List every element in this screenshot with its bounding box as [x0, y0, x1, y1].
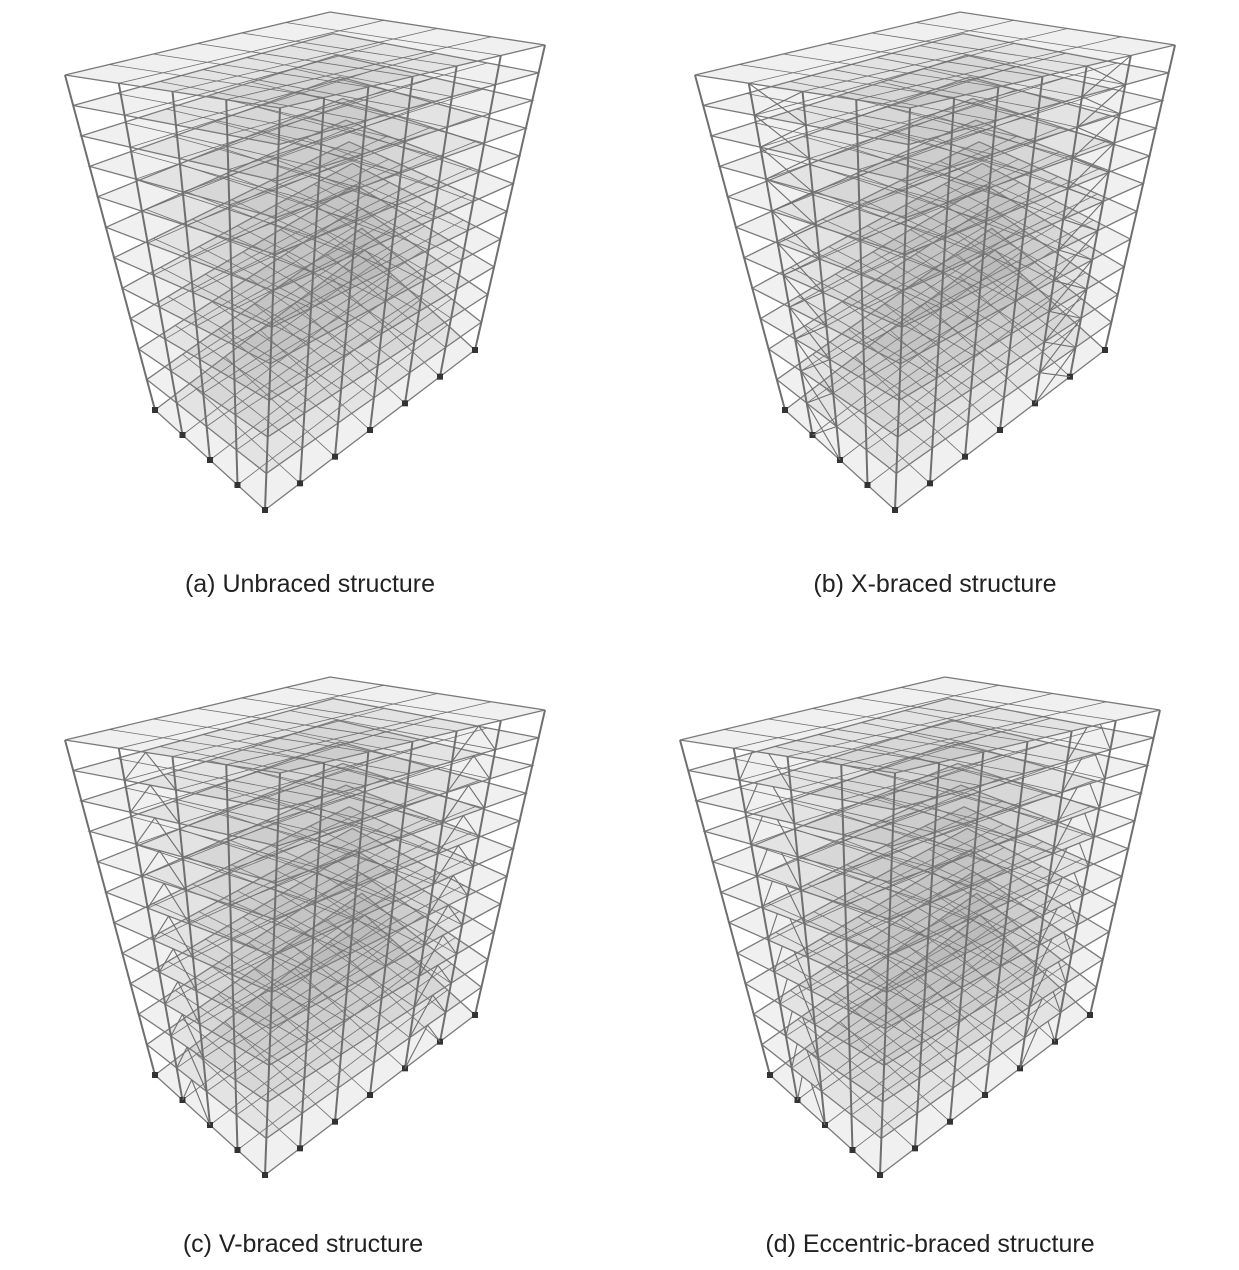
support	[207, 457, 213, 463]
support	[1087, 1012, 1093, 1018]
support	[1102, 347, 1108, 353]
support	[402, 400, 408, 406]
support	[180, 432, 186, 438]
support	[927, 480, 933, 486]
support	[782, 407, 788, 413]
support	[472, 347, 478, 353]
support	[402, 1065, 408, 1071]
caption: (a) Unbraced structure	[185, 570, 435, 598]
caption: (d) Eccentric-braced structure	[765, 1230, 1094, 1258]
support	[437, 374, 443, 380]
support	[152, 407, 158, 413]
support	[235, 482, 241, 488]
support	[367, 1092, 373, 1098]
support	[262, 507, 268, 513]
support	[982, 1092, 988, 1098]
support	[997, 427, 1003, 433]
support	[332, 454, 338, 460]
support	[152, 1072, 158, 1078]
support	[297, 480, 303, 486]
caption: (c) V-braced structure	[183, 1230, 423, 1258]
support	[1017, 1065, 1023, 1071]
panel	[65, 12, 545, 513]
caption: (b) X-braced structure	[813, 570, 1056, 598]
support	[472, 1012, 478, 1018]
support	[892, 507, 898, 513]
support	[850, 1147, 856, 1153]
support	[947, 1119, 953, 1125]
support	[912, 1145, 918, 1151]
support	[262, 1172, 268, 1178]
support	[297, 1145, 303, 1151]
support	[962, 454, 968, 460]
panel	[695, 12, 1175, 513]
support	[877, 1172, 883, 1178]
support	[767, 1072, 773, 1078]
support	[367, 427, 373, 433]
support	[235, 1147, 241, 1153]
panel	[680, 677, 1160, 1178]
panel	[65, 677, 545, 1178]
page: (a) Unbraced structure (b) X-braced stru…	[0, 0, 1239, 1265]
figure: (a) Unbraced structure (b) X-braced stru…	[0, 0, 1239, 1265]
support	[332, 1119, 338, 1125]
support	[865, 482, 871, 488]
